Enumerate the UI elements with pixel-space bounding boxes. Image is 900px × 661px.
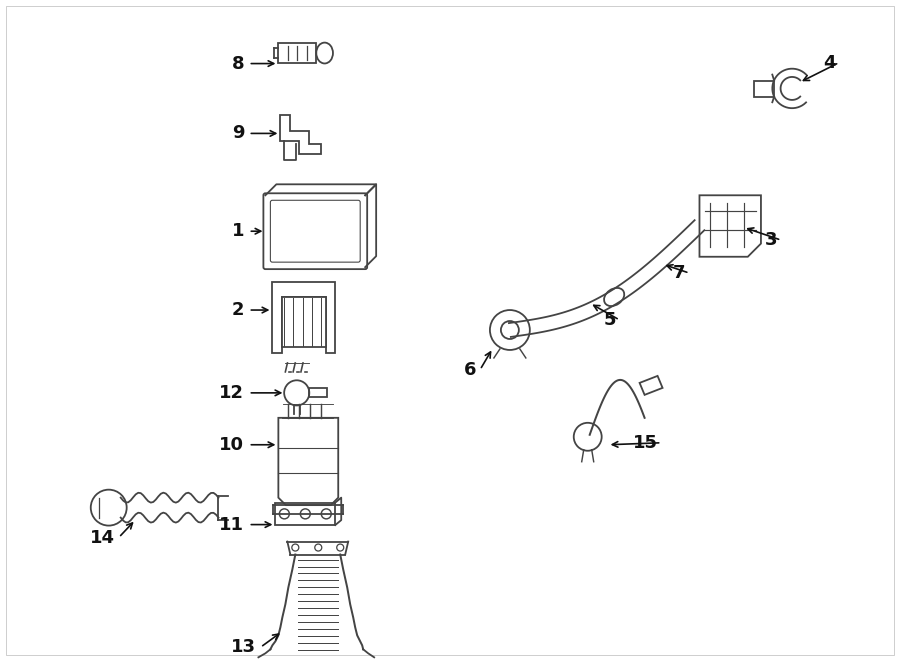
Text: 13: 13 bbox=[231, 639, 256, 656]
Text: 6: 6 bbox=[464, 361, 476, 379]
Text: 2: 2 bbox=[232, 301, 245, 319]
Polygon shape bbox=[282, 297, 326, 347]
Text: 14: 14 bbox=[90, 529, 114, 547]
Text: 15: 15 bbox=[633, 434, 658, 451]
Text: 1: 1 bbox=[232, 222, 245, 240]
Text: 3: 3 bbox=[765, 231, 778, 249]
Text: 10: 10 bbox=[220, 436, 245, 453]
Text: 11: 11 bbox=[220, 516, 245, 533]
Text: 5: 5 bbox=[603, 311, 616, 329]
Text: 7: 7 bbox=[673, 264, 686, 282]
Text: 8: 8 bbox=[232, 55, 245, 73]
Text: 12: 12 bbox=[220, 384, 245, 402]
Text: 9: 9 bbox=[232, 124, 245, 142]
Text: 4: 4 bbox=[823, 54, 835, 71]
